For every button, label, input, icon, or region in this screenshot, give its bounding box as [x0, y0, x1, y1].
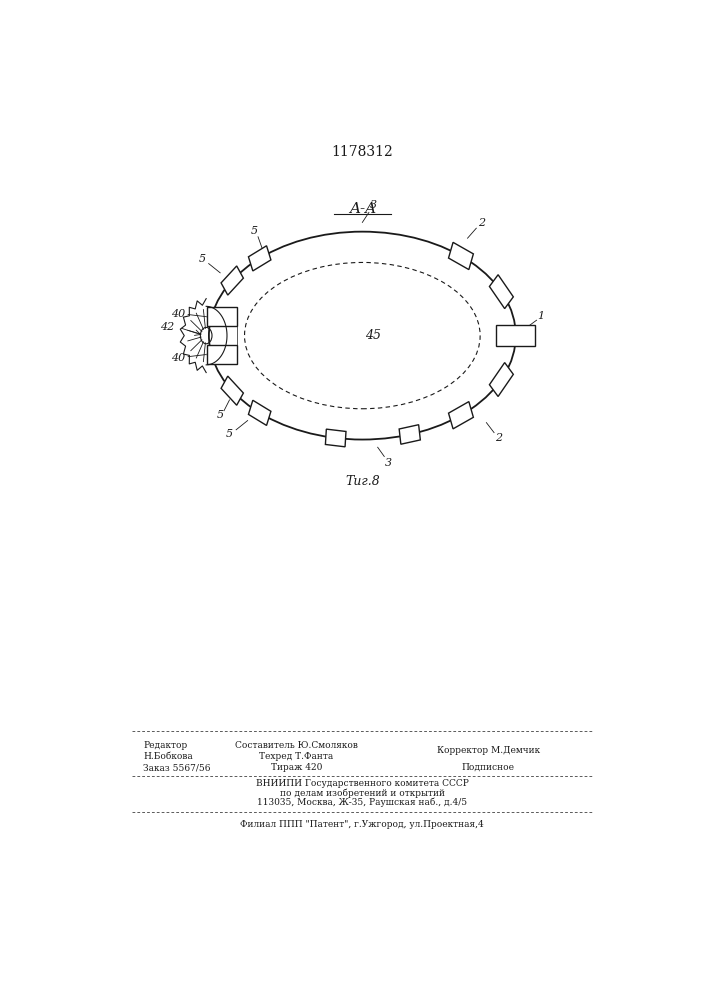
Text: Заказ 5567/56: Заказ 5567/56	[144, 763, 211, 772]
Polygon shape	[496, 325, 535, 346]
Text: 5: 5	[226, 429, 233, 439]
Polygon shape	[489, 275, 513, 309]
Polygon shape	[207, 345, 238, 364]
Text: Составитель Ю.Смоляков: Составитель Ю.Смоляков	[235, 741, 358, 750]
Text: 5: 5	[216, 410, 223, 420]
Polygon shape	[399, 425, 421, 444]
Text: 45: 45	[366, 329, 381, 342]
Text: 113035, Москва, Ж-35, Раушская наб., д.4/5: 113035, Москва, Ж-35, Раушская наб., д.4…	[257, 797, 467, 807]
Polygon shape	[489, 363, 513, 396]
Text: A-A: A-A	[349, 202, 376, 216]
Polygon shape	[248, 400, 271, 425]
Text: 5: 5	[251, 226, 258, 236]
Text: 3: 3	[385, 458, 392, 468]
Text: 1: 1	[537, 311, 544, 321]
Text: 1178312: 1178312	[332, 145, 393, 159]
Polygon shape	[248, 246, 271, 271]
Text: Н.Бобкова: Н.Бобкова	[144, 752, 193, 761]
Text: ВНИИПИ Государственного комитета СССР: ВНИИПИ Государственного комитета СССР	[256, 779, 469, 788]
Text: 2: 2	[495, 433, 502, 443]
Text: 5: 5	[199, 254, 206, 264]
Polygon shape	[448, 242, 474, 270]
Text: 40: 40	[171, 309, 185, 319]
Text: 40: 40	[171, 353, 185, 363]
Polygon shape	[325, 429, 346, 447]
Text: 3: 3	[370, 200, 377, 210]
Text: Техред Т.Фанта: Техред Т.Фанта	[259, 752, 334, 761]
Text: Подписное: Подписное	[462, 763, 515, 772]
Text: Филиал ППП "Патент", г.Ужгород, ул.Проектная,4: Филиал ППП "Патент", г.Ужгород, ул.Проек…	[240, 820, 484, 829]
Text: Тираж 420: Тираж 420	[271, 763, 322, 772]
Text: Редактор: Редактор	[144, 741, 187, 750]
Text: по делам изобретений и открытий: по делам изобретений и открытий	[280, 788, 445, 798]
Text: 42: 42	[160, 322, 175, 332]
Polygon shape	[207, 307, 238, 326]
Polygon shape	[221, 376, 243, 405]
Text: Корректор М.Демчик: Корректор М.Демчик	[437, 746, 540, 755]
Text: 2: 2	[478, 218, 485, 228]
Polygon shape	[448, 402, 474, 429]
Text: Τиг.8: Τиг.8	[345, 475, 380, 488]
Polygon shape	[221, 266, 243, 295]
